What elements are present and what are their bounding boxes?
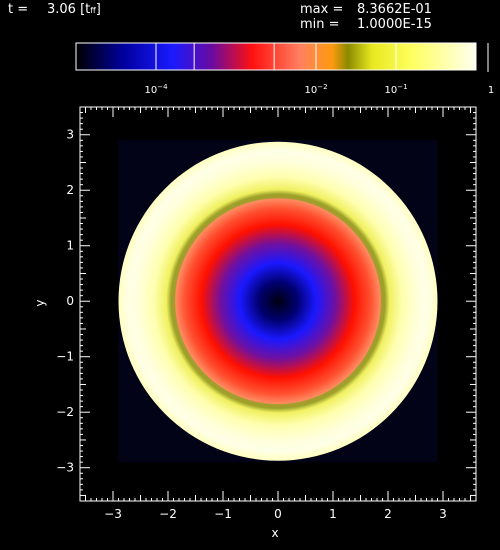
y-tick-label: 0 (66, 294, 74, 308)
y-tick-label: 3 (66, 128, 74, 142)
y-tick-label: −3 (56, 461, 74, 475)
colorbar-tick-label: 10−4 (144, 83, 168, 96)
min-value: 1.0000E-15 (357, 17, 432, 32)
x-tick-label: −3 (104, 507, 122, 521)
colorbar-tick-label: 10−1 (384, 83, 407, 96)
colorbar-tick-labels: 10−4 10−2 10−1 1 (144, 83, 494, 96)
time-label: t = (8, 2, 29, 17)
axis-ticks (80, 107, 476, 501)
time-unit-close: ] (95, 2, 101, 17)
density-disk (118, 141, 438, 461)
y-tick-label: −1 (56, 350, 74, 364)
y-tick-label: 2 (66, 183, 74, 197)
colorbar-markers (155, 43, 397, 70)
time-value: 3.06 (47, 2, 76, 17)
axis-tick-labels: −3 −2 −1 0 1 2 3 −3 −2 −1 0 1 2 3 (56, 128, 447, 521)
x-tick-label: −2 (159, 507, 177, 521)
x-tick-label: 3 (439, 507, 447, 521)
x-tick-label: −1 (214, 507, 232, 521)
time-unit-open: [t (80, 2, 91, 17)
x-axis-label: x (271, 526, 278, 540)
y-tick-label: −2 (56, 405, 74, 419)
min-label: min = (300, 17, 340, 32)
y-tick-label: 1 (66, 239, 74, 253)
x-tick-label: 1 (329, 507, 337, 521)
colorbar (75, 42, 477, 71)
x-tick-label: 2 (384, 507, 392, 521)
x-tick-label: 0 (274, 507, 282, 521)
time-unit-sub: ff (90, 6, 96, 15)
y-axis-label: y (33, 299, 47, 306)
max-label: max = (300, 2, 344, 17)
colorbar-tick-label: 10−2 (304, 83, 327, 96)
contour-ring (172, 195, 384, 408)
colorbar-tick-label: 1 (488, 85, 494, 96)
time-readout: 3.06 [tff] (47, 2, 101, 17)
max-value: 8.3662E-01 (357, 2, 432, 17)
